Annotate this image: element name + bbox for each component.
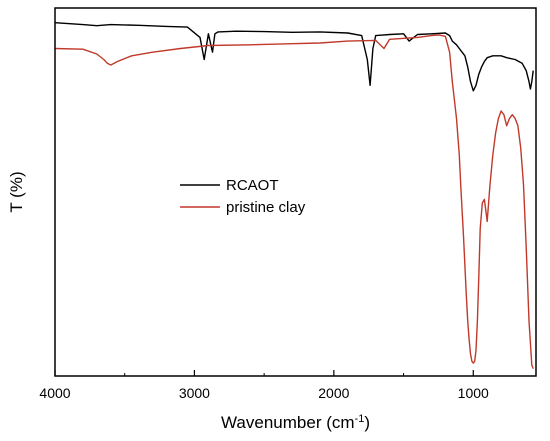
x-tick-label: 2000 (318, 385, 349, 401)
x-axis-title-main: Wavenumber (cm (221, 413, 355, 432)
x-ticks: 4000 3000 2000 1000 (39, 370, 489, 401)
series-line-pristine-clay (54, 34, 534, 369)
x-tick-label: 1000 (458, 385, 489, 401)
legend-label-pristine-clay: pristine clay (226, 199, 306, 216)
x-axis-title-sup: -1 (355, 413, 365, 425)
y-axis-title: T (%) (7, 171, 26, 212)
x-tick-label: 4000 (39, 385, 70, 401)
x-axis-title-suffix: ) (364, 413, 370, 432)
x-tick-label: 3000 (179, 385, 210, 401)
series-layer (54, 22, 534, 369)
legend: RCAOT pristine clay (180, 177, 306, 216)
legend-label-rcaot: RCAOT (226, 177, 279, 194)
plot-frame (54, 7, 537, 377)
series-line-rcaot (54, 22, 534, 92)
x-axis-title: Wavenumber (cm-1) (221, 413, 370, 432)
